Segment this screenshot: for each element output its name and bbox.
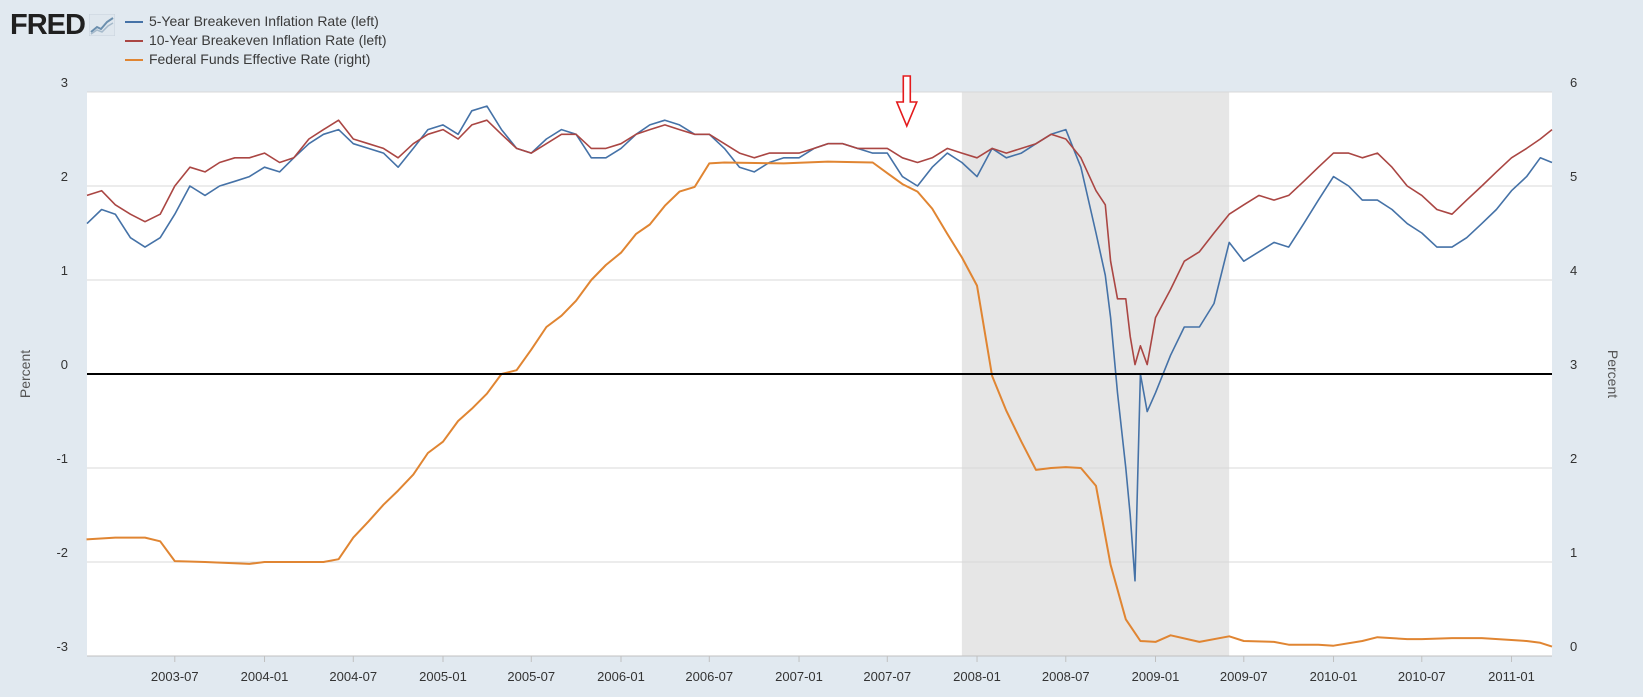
fred-logo[interactable]: FRED [10, 8, 115, 42]
x-tick-label: 2010-01 [1310, 669, 1358, 684]
logo-text: FRED [10, 9, 86, 41]
y-right-tick-label: 2 [1570, 451, 1577, 466]
y-left-tick-label: 3 [61, 75, 68, 90]
y-right-tick-label: 3 [1570, 357, 1577, 372]
series-group [86, 105, 1553, 648]
series-line-2 [86, 160, 1553, 648]
down-arrow-icon [895, 75, 918, 129]
legend-item-fedfunds[interactable]: Federal Funds Effective Rate (right) [124, 50, 387, 69]
x-tick-label: 2003-07 [151, 669, 199, 684]
y-right-tick-label: 5 [1570, 169, 1577, 184]
x-tick-label: 2009-07 [1220, 669, 1268, 684]
legend-swatch [124, 39, 143, 42]
annotation-group [895, 75, 918, 129]
legend-swatch [124, 20, 143, 23]
y-left-tick-label: -2 [56, 545, 68, 560]
y-left-tick-label: 2 [61, 169, 68, 184]
legend-item-10yr[interactable]: 10-Year Breakeven Inflation Rate (left) [124, 31, 387, 50]
legend-swatch [124, 58, 143, 61]
x-tick-label: 2004-07 [329, 669, 377, 684]
y-axis-right-title: Percent [1605, 350, 1621, 398]
x-tick-label: 2005-07 [507, 669, 555, 684]
y-left-tick-label: -3 [56, 639, 68, 654]
legend-label: 5-Year Breakeven Inflation Rate (left) [148, 13, 379, 29]
x-tick-label: 2004-01 [241, 669, 289, 684]
x-tick-label: 2009-01 [1132, 669, 1180, 684]
chart-line-icon [88, 14, 115, 36]
y-axis-left: 3 2 1 0 -1 -2 -3 [56, 75, 68, 654]
x-tick-label: 2006-07 [685, 669, 733, 684]
x-tick-label: 2007-01 [775, 669, 823, 684]
y-right-tick-label: 4 [1570, 263, 1577, 278]
chart-header: FRED 5-Year Breakeven Inflation Rate (le… [10, 8, 387, 74]
legend-item-5yr[interactable]: 5-Year Breakeven Inflation Rate (left) [124, 12, 387, 31]
legend-label: Federal Funds Effective Rate (right) [148, 51, 371, 67]
y-right-tick-label: 1 [1570, 545, 1577, 560]
y-right-tick-label: 0 [1570, 639, 1577, 654]
y-right-tick-label: 6 [1570, 75, 1577, 90]
legend-label: 10-Year Breakeven Inflation Rate (left) [148, 32, 387, 48]
x-tick-label: 2008-01 [953, 669, 1001, 684]
series-line-1 [86, 119, 1553, 366]
x-axis: 2003-07 2004-01 2004-07 2005-01 2005-07 2006-… [87, 655, 1552, 684]
y-left-tick-label: -1 [56, 451, 68, 466]
x-tick-label: 2010-07 [1398, 669, 1446, 684]
y-axis-right: 6 5 4 3 2 1 0 [1570, 75, 1577, 654]
x-tick-label: 2008-07 [1042, 669, 1090, 684]
x-tick-label: 2007-07 [863, 669, 911, 684]
y-left-tick-label: 0 [61, 357, 68, 372]
y-axis-left-title: Percent [17, 350, 33, 398]
y-left-tick-label: 1 [61, 263, 68, 278]
x-tick-label: 2011-01 [1488, 669, 1535, 684]
chart-legend: 5-Year Breakeven Inflation Rate (left) 1… [124, 12, 387, 69]
x-tick-label: 2005-01 [419, 669, 467, 684]
x-tick-label: 2006-01 [597, 669, 645, 684]
